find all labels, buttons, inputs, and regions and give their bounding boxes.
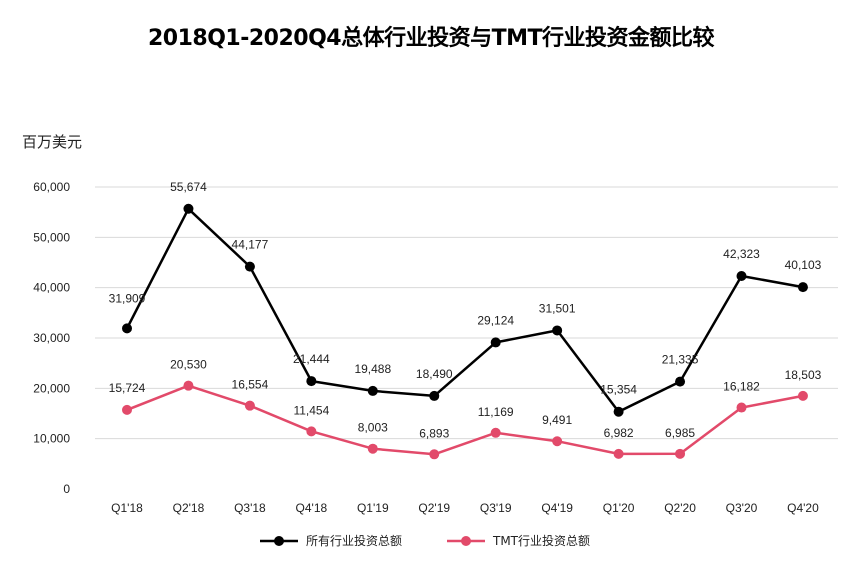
data-label: 42,323 bbox=[723, 247, 760, 261]
data-point bbox=[613, 406, 624, 417]
data-point bbox=[306, 426, 317, 437]
series-line-1 bbox=[126, 384, 804, 456]
data-label: 18,503 bbox=[785, 368, 822, 382]
data-label: 31,501 bbox=[539, 301, 576, 315]
data-point bbox=[736, 402, 747, 413]
data-point bbox=[675, 448, 686, 459]
data-label: 29,124 bbox=[477, 313, 514, 327]
data-label: 16,554 bbox=[232, 378, 269, 392]
data-points bbox=[122, 203, 808, 460]
y-tick-label: 30,000 bbox=[33, 331, 70, 345]
data-point bbox=[367, 385, 378, 396]
data-point bbox=[490, 337, 501, 348]
legend-marker bbox=[461, 536, 471, 546]
data-point bbox=[675, 376, 686, 387]
x-tick-label: Q1'18 bbox=[111, 501, 143, 515]
y-tick-label: 40,000 bbox=[33, 281, 70, 295]
series-lines bbox=[125, 207, 804, 456]
data-label: 40,103 bbox=[785, 258, 822, 272]
data-point bbox=[183, 380, 194, 391]
chart-title: 2018Q1-2020Q4总体行业投资与TMT行业投资金额比较 bbox=[147, 26, 715, 51]
x-tick-label: Q2'18 bbox=[173, 501, 205, 515]
data-label: 8,003 bbox=[358, 421, 388, 435]
x-tick-label: Q4'18 bbox=[296, 501, 328, 515]
x-tick-label: Q3'19 bbox=[480, 501, 512, 515]
legend-label: TMT行业投资总额 bbox=[492, 533, 590, 548]
data-point bbox=[613, 448, 624, 459]
legend: 所有行业投资总额 TMT行业投资总额 bbox=[260, 533, 590, 548]
data-point bbox=[122, 404, 132, 415]
data-point bbox=[736, 270, 747, 281]
legend-marker bbox=[274, 536, 284, 546]
x-tick-label: Q2'19 bbox=[418, 501, 450, 515]
data-point bbox=[122, 323, 132, 334]
data-point bbox=[429, 390, 440, 401]
data-label: 11,454 bbox=[293, 403, 329, 417]
data-label: 20,530 bbox=[170, 358, 207, 372]
data-label: 9,491 bbox=[542, 413, 572, 427]
y-tick-label: 20,000 bbox=[33, 381, 70, 395]
x-axis-ticks: Q1'18 Q2'18 Q3'18 Q4'18 Q1'19 Q2'19 Q3'19 Q4'19… bbox=[111, 501, 819, 515]
data-label: 6,893 bbox=[419, 426, 449, 440]
data-point bbox=[490, 427, 501, 438]
data-label: 21,444 bbox=[293, 352, 330, 366]
data-point bbox=[429, 449, 440, 460]
data-label: 15,354 bbox=[600, 383, 637, 397]
data-labels: 31,909 55,674 44,177 21,444 19,488 18,490 29,1… bbox=[109, 180, 822, 441]
x-tick-label: Q4'20 bbox=[787, 501, 819, 515]
data-point bbox=[552, 436, 563, 447]
data-point bbox=[183, 203, 194, 214]
y-tick-label: 0 bbox=[63, 482, 70, 496]
data-point bbox=[367, 443, 378, 454]
legend-label: 所有行业投资总额 bbox=[306, 533, 402, 548]
x-tick-label: Q4'19 bbox=[541, 501, 573, 515]
data-label: 21,335 bbox=[662, 353, 699, 367]
y-tick-label: 50,000 bbox=[33, 230, 70, 244]
data-label: 6,985 bbox=[665, 426, 695, 440]
x-tick-label: Q3'18 bbox=[234, 501, 266, 515]
x-tick-label: Q1'19 bbox=[357, 501, 389, 515]
y-tick-label: 60,000 bbox=[33, 180, 70, 194]
data-label: 6,982 bbox=[604, 426, 634, 440]
data-point bbox=[244, 261, 255, 272]
x-tick-label: Q1'20 bbox=[603, 501, 635, 515]
y-tick-label: 10,000 bbox=[33, 432, 70, 446]
data-point bbox=[552, 325, 563, 336]
data-label: 31,909 bbox=[109, 291, 146, 305]
data-point bbox=[797, 390, 808, 401]
data-label: 11,169 bbox=[478, 405, 514, 419]
x-tick-label: Q2'20 bbox=[664, 501, 696, 515]
data-label: 15,724 bbox=[109, 381, 146, 395]
y-axis-ticks: 0 10,000 20,000 30,000 40,000 50,000 60,000 bbox=[33, 180, 70, 496]
series-line-0 bbox=[125, 207, 804, 413]
data-label: 16,182 bbox=[723, 380, 760, 394]
data-point bbox=[244, 400, 255, 411]
data-label: 19,488 bbox=[354, 362, 391, 376]
x-tick-label: Q3'20 bbox=[726, 501, 758, 515]
data-label: 55,674 bbox=[170, 180, 207, 194]
data-label: 44,177 bbox=[232, 238, 269, 252]
data-point bbox=[797, 282, 808, 293]
data-label: 18,490 bbox=[416, 367, 453, 381]
y-axis-label: 百万美元 bbox=[22, 133, 83, 151]
data-point bbox=[306, 376, 317, 387]
